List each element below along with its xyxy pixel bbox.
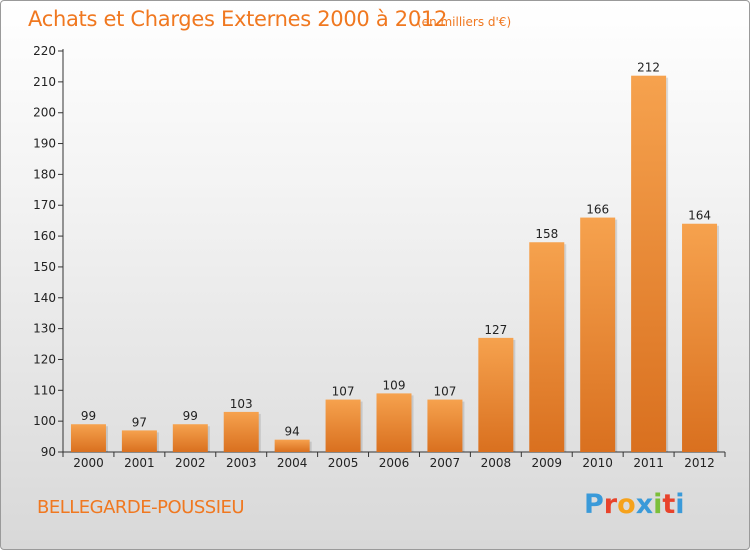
x-tick-label: 2003 bbox=[226, 456, 257, 470]
y-tick-label: 180 bbox=[33, 167, 56, 181]
bar-2001 bbox=[121, 430, 157, 452]
x-tick-label: 2009 bbox=[531, 456, 562, 470]
y-tick-label: 130 bbox=[33, 322, 56, 336]
logo-letter: P bbox=[584, 489, 604, 520]
chart-axes: 90 100 110 120 130 140 150 160 170 180 190 200 210 22… bbox=[33, 44, 726, 459]
proxiti-logo: Proxiti bbox=[584, 489, 685, 520]
data-label: 99 bbox=[183, 409, 198, 423]
chart-bars bbox=[70, 75, 720, 452]
bar-2007 bbox=[427, 399, 463, 452]
x-tick-label: 2001 bbox=[124, 456, 155, 470]
logo-letter: t bbox=[662, 489, 676, 520]
y-tick-label: 170 bbox=[33, 198, 56, 212]
bar-2006 bbox=[376, 393, 412, 452]
chart-labels: 2000 99 2001 97 2002 99 2003 103 2004 94 2005 107 20… bbox=[73, 61, 715, 470]
bar-2008 bbox=[478, 337, 514, 452]
chart-subtitle: (en milliers d'€) bbox=[417, 15, 512, 29]
data-label: 158 bbox=[535, 227, 558, 241]
bar-2010 bbox=[580, 217, 616, 452]
x-tick-label: 2012 bbox=[684, 456, 715, 470]
data-label: 164 bbox=[688, 209, 711, 223]
y-tick-label: 110 bbox=[33, 383, 56, 397]
bar-2011 bbox=[631, 75, 667, 452]
x-tick-label: 2010 bbox=[582, 456, 613, 470]
y-tick-label: 140 bbox=[33, 291, 56, 305]
logo-letter: o bbox=[617, 489, 636, 520]
y-tick-label: 190 bbox=[33, 137, 56, 151]
x-tick-label: 2007 bbox=[430, 456, 461, 470]
y-tick-label: 210 bbox=[33, 75, 56, 89]
y-tick-label: 200 bbox=[33, 106, 56, 120]
bar-2003 bbox=[223, 411, 259, 452]
logo-letter: x bbox=[635, 489, 654, 520]
data-label: 99 bbox=[81, 409, 96, 423]
x-tick-label: 2011 bbox=[633, 456, 664, 470]
commune-name: BELLEGARDE-POUSSIEU bbox=[37, 497, 245, 518]
logo-letter: r bbox=[603, 489, 618, 520]
bar-2002 bbox=[172, 424, 208, 452]
bar-2005 bbox=[325, 399, 361, 452]
bar-2004 bbox=[274, 439, 310, 452]
x-tick-label: 2008 bbox=[481, 456, 512, 470]
logo-letter: i bbox=[675, 489, 685, 520]
x-tick-label: 2002 bbox=[175, 456, 206, 470]
x-tick-label: 2006 bbox=[379, 456, 410, 470]
data-label: 166 bbox=[586, 203, 609, 217]
bar-2012 bbox=[682, 223, 718, 452]
data-label: 109 bbox=[383, 378, 406, 392]
y-tick-label: 90 bbox=[41, 445, 56, 459]
y-tick-label: 160 bbox=[33, 229, 56, 243]
data-label: 127 bbox=[484, 323, 507, 337]
x-tick-label: 2000 bbox=[73, 456, 104, 470]
bar-2000 bbox=[70, 424, 106, 452]
y-tick-label: 120 bbox=[33, 352, 56, 366]
data-label: 107 bbox=[433, 385, 456, 399]
y-tick-label: 220 bbox=[33, 44, 56, 58]
x-tick-label: 2005 bbox=[328, 456, 359, 470]
y-tick-label: 150 bbox=[33, 260, 56, 274]
data-label: 103 bbox=[230, 397, 253, 411]
logo-letter: i bbox=[653, 489, 663, 520]
bar-2009 bbox=[529, 242, 565, 452]
data-label: 94 bbox=[285, 425, 300, 439]
data-label: 107 bbox=[332, 385, 355, 399]
data-label: 212 bbox=[637, 61, 660, 75]
chart-title: Achats et Charges Externes 2000 à 2012 bbox=[28, 7, 448, 31]
x-tick-label: 2004 bbox=[277, 456, 308, 470]
y-tick-label: 100 bbox=[33, 414, 56, 428]
data-label: 97 bbox=[132, 415, 147, 429]
